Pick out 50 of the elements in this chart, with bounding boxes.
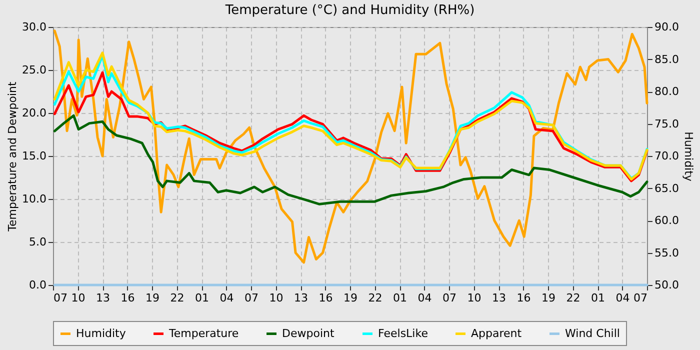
x-tick-label: 01 — [393, 292, 407, 304]
y-tick-label: 0.0 — [29, 278, 46, 292]
x-tick-label: 01 — [591, 292, 605, 304]
x-tick-label: 22 — [566, 292, 580, 304]
x-tick-label: 13 — [294, 292, 308, 304]
x-tick-label: 13 — [492, 292, 506, 304]
y2-tick-label: 75.0 — [654, 117, 679, 130]
x-tick-label: 07 — [634, 292, 648, 304]
x-tick-label: 16 — [120, 292, 135, 304]
legend-label: Temperature — [168, 326, 239, 340]
x-tick-label: 16 — [516, 292, 531, 304]
y2-tick-label: 60.0 — [654, 214, 679, 227]
x-tick-label: 19 — [146, 292, 160, 304]
x-tick-label: 07 — [442, 292, 456, 304]
x-tick-label: 04 — [616, 292, 630, 304]
y2-tick-label: 70.0 — [654, 150, 679, 162]
y2-tick-label: 50.0 — [654, 278, 679, 292]
y2-tick-label: 65.0 — [654, 182, 679, 195]
legend-label: FeelsLike — [378, 326, 428, 340]
x-tick-label: 04 — [220, 292, 234, 304]
y-tick-label: 30.0 — [22, 20, 46, 34]
y-tick-label: 15.0 — [22, 150, 46, 162]
x-tick-label: 13 — [96, 292, 110, 304]
x-tick-label: 19 — [542, 292, 556, 304]
x-tick-label: 10 — [467, 292, 482, 304]
x-tick-label: 22 — [368, 292, 382, 304]
y2-axis-title: Humidity — [682, 132, 695, 182]
legend-label: Wind Chill — [565, 326, 620, 340]
y-tick-label: 20.0 — [22, 106, 46, 120]
x-tick-label: 10 — [269, 292, 284, 304]
y-tick-label: 5.0 — [29, 236, 46, 248]
y-tick-label: 25.0 — [22, 64, 46, 76]
legend-label: Humidity — [76, 326, 126, 340]
chart-title: Temperature (°C) and Humidity (RH%) — [224, 3, 475, 18]
y-axis-title: Temperature and Dewpoint — [6, 80, 20, 232]
x-tick-label: 19 — [344, 292, 358, 304]
x-tick-label: 01 — [195, 292, 209, 304]
y2-tick-label: 85.0 — [654, 52, 679, 66]
y2-tick-label: 90.0 — [654, 20, 679, 34]
x-tick-label: 10 — [71, 292, 86, 304]
x-tick-label: 16 — [318, 292, 333, 304]
x-tick-label: 07 — [54, 292, 68, 304]
y2-tick-label: 80.0 — [654, 85, 679, 98]
y2-tick-label: 55.0 — [654, 246, 679, 260]
legend-label: Apparent — [471, 326, 522, 340]
x-tick-label: 07 — [244, 292, 258, 304]
x-tick-label: 22 — [170, 292, 184, 304]
y-tick-label: 10.0 — [22, 192, 46, 206]
legend-label: Dewpoint — [282, 326, 335, 340]
x-tick-label: 04 — [418, 292, 432, 304]
